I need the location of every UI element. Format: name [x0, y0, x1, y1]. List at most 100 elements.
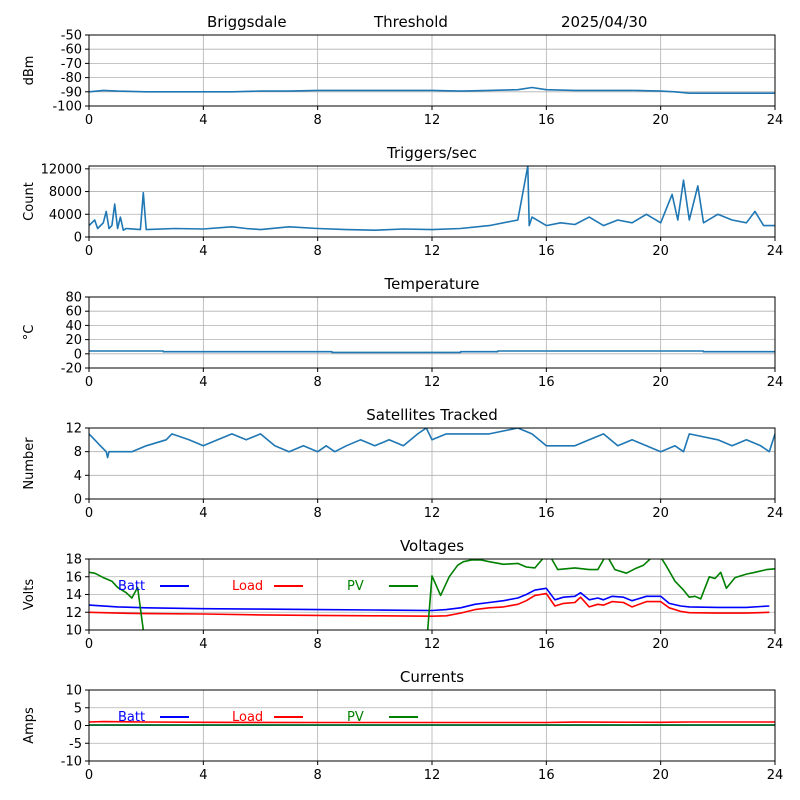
x-tick-label: 0 — [85, 375, 93, 390]
x-tick-label: 24 — [767, 637, 784, 652]
y-tick-label: 5 — [74, 701, 82, 716]
y-tick-label: -50 — [61, 29, 82, 44]
y-tick-label: 12 — [65, 422, 82, 437]
y-tick-label: 12000 — [41, 162, 82, 177]
x-tick-label: 24 — [767, 506, 784, 521]
x-tick-label: 16 — [538, 113, 555, 128]
chart-panel-5: 0 4 8 12 16 20 24 10 12 14 16 18 Voltages Volts Batt Lo… — [22, 537, 784, 652]
legend-label-load: Load — [232, 579, 263, 594]
x-tick-label: 0 — [85, 768, 93, 783]
x-tick-label: 20 — [652, 375, 669, 390]
y-tick-label: 80 — [65, 291, 82, 306]
y-axis-label: dBm — [22, 56, 37, 86]
x-tick-label: 20 — [652, 244, 669, 259]
y-tick-label: -60 — [61, 43, 82, 58]
x-tick-label: 12 — [424, 637, 441, 652]
y-tick-label: 4 — [74, 469, 82, 484]
chart-title: Temperature — [383, 275, 479, 293]
x-tick-label: 4 — [199, 244, 207, 259]
x-tick-label: 12 — [424, 375, 441, 390]
chart-title: Satellites Tracked — [366, 406, 497, 424]
series-line-1 — [89, 350, 775, 354]
x-tick-label: 20 — [652, 637, 669, 652]
y-tick-label: 0 — [74, 493, 82, 508]
y-axis-label: Number — [22, 437, 37, 490]
x-tick-label: 12 — [424, 768, 441, 783]
series-line-pv — [89, 559, 775, 630]
x-tick-label: 4 — [199, 768, 207, 783]
legend-label-batt: Batt — [118, 579, 145, 594]
x-tick-label: 16 — [538, 637, 555, 652]
y-tick-label: -90 — [61, 85, 82, 100]
x-tick-label: 16 — [538, 506, 555, 521]
y-tick-label: 40 — [65, 319, 82, 334]
y-tick-label: 10 — [65, 684, 82, 699]
y-axis-label: °C — [22, 325, 37, 341]
chart-panel-6: 0 4 8 12 16 20 24 -10 -5 0 5 10 Currents Amps Batt Load… — [22, 668, 783, 783]
legend-label-batt: Batt — [118, 710, 145, 725]
y-tick-label: -80 — [61, 71, 82, 86]
x-tick-label: 20 — [652, 768, 669, 783]
y-tick-label: 8 — [74, 445, 82, 460]
legend-label-pv: PV — [347, 710, 364, 725]
chart-title: Voltages — [400, 537, 464, 555]
x-tick-label: 8 — [314, 506, 322, 521]
x-tick-label: 8 — [314, 637, 322, 652]
x-tick-label: 24 — [767, 113, 784, 128]
y-axis-label: Volts — [22, 579, 37, 611]
x-tick-label: 8 — [314, 768, 322, 783]
series-line-1 — [89, 166, 775, 231]
figure-header: Briggsdale Threshold 2025/04/30 — [207, 13, 647, 31]
x-tick-label: 8 — [314, 244, 322, 259]
chart-panel-4: 0 4 8 12 16 20 24 0 4 8 12 Satellites Tracked Number — [22, 406, 783, 521]
x-tick-label: 0 — [85, 113, 93, 128]
x-tick-label: 20 — [652, 113, 669, 128]
series-line-batt — [89, 587, 770, 612]
y-tick-label: 20 — [65, 333, 82, 348]
x-tick-label: 20 — [652, 506, 669, 521]
x-tick-label: 0 — [85, 637, 93, 652]
chart-panel-2: 0 4 8 12 16 20 24 0 4000 8000 12000 Triggers/sec Cou… — [22, 144, 783, 259]
x-tick-label: 16 — [538, 768, 555, 783]
y-tick-label: -70 — [61, 57, 82, 72]
x-tick-label: 8 — [314, 113, 322, 128]
series-line-1 — [89, 428, 775, 459]
y-tick-label: 0 — [74, 719, 82, 734]
series-line-load — [89, 720, 775, 724]
header-site: Briggsdale — [207, 13, 287, 31]
x-tick-label: 0 — [85, 244, 93, 259]
y-tick-label: 18 — [65, 553, 82, 568]
x-tick-label: 16 — [538, 375, 555, 390]
series-line-1 — [89, 86, 775, 94]
x-tick-label: 4 — [199, 637, 207, 652]
x-tick-label: 4 — [199, 113, 207, 128]
x-tick-label: 24 — [767, 244, 784, 259]
x-tick-label: 24 — [767, 768, 784, 783]
header-date: 2025/04/30 — [561, 13, 647, 31]
y-tick-label: -10 — [61, 755, 82, 770]
legend: Batt Load PV — [118, 710, 418, 725]
x-tick-label: 4 — [199, 506, 207, 521]
y-tick-label: -100 — [52, 100, 82, 115]
y-tick-label: 14 — [65, 588, 82, 603]
chart-title: Triggers/sec — [386, 144, 477, 162]
header-mode: Threshold — [373, 13, 448, 31]
y-tick-label: 8000 — [49, 185, 82, 200]
y-tick-label: -5 — [69, 737, 82, 752]
x-tick-label: 24 — [767, 375, 784, 390]
legend-label-pv: PV — [347, 579, 364, 594]
x-tick-label: 8 — [314, 375, 322, 390]
x-tick-label: 0 — [85, 506, 93, 521]
x-tick-label: 16 — [538, 244, 555, 259]
y-tick-label: 60 — [65, 305, 82, 320]
x-tick-label: 12 — [424, 244, 441, 259]
y-tick-label: 16 — [65, 570, 82, 585]
chart-panel-1: 0 4 8 12 16 20 24 -100-90-80-70-60-50 dBm — [22, 29, 783, 129]
series-line-load — [89, 592, 770, 618]
x-tick-label: 4 — [199, 375, 207, 390]
chart-title: Currents — [400, 668, 464, 686]
y-tick-label: 0 — [74, 231, 82, 246]
y-tick-label: -20 — [61, 362, 82, 377]
